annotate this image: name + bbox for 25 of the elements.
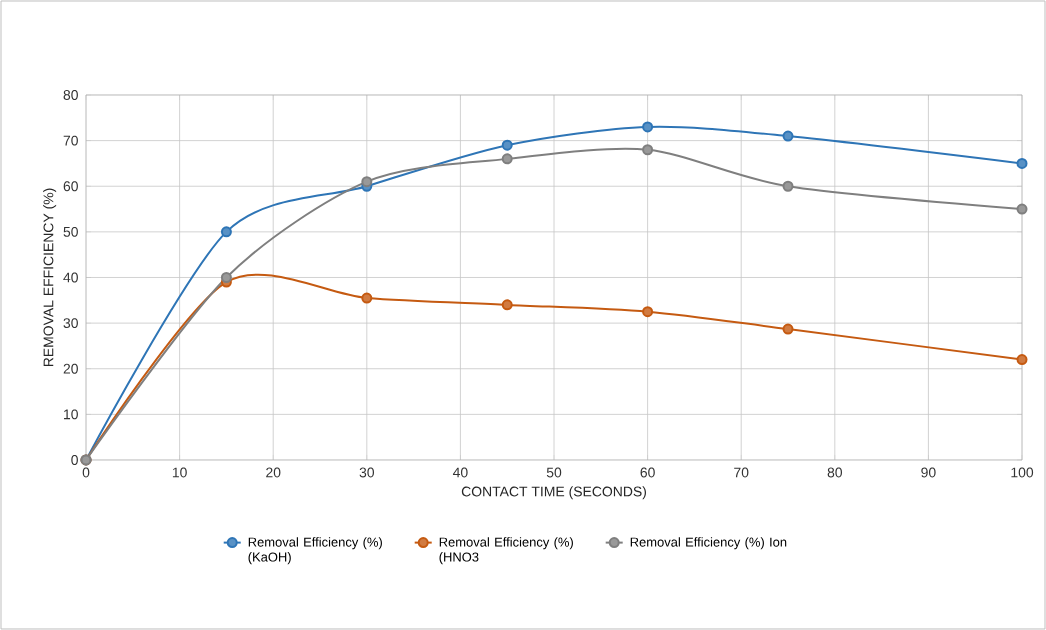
y-axis-title: REMOVAL EFFICIENCY (%) [43, 188, 57, 367]
x-tick-label: 50 [546, 467, 562, 478]
y-tick-label: 0 [71, 455, 78, 465]
x-tick-label: 10 [172, 467, 187, 478]
y-tick-label: 10 [64, 409, 78, 420]
x-tick-label: 100 [1011, 467, 1034, 478]
x-tick-label: 20 [266, 467, 281, 478]
y-tick-label: 70 [63, 135, 78, 146]
legend-label: Removal Efficiency (%) Ion [630, 537, 787, 550]
y-tick-label: 20 [63, 363, 78, 374]
x-axis-title: CONTACT TIME (SECONDS) [461, 486, 646, 500]
x-tick-label: 60 [640, 467, 655, 478]
legend-label: Removal Efficiency (%) (HNO3 [439, 537, 573, 565]
y-tick-label: 30 [63, 318, 78, 329]
x-tick-label: 30 [359, 467, 375, 478]
x-tick-label: 90 [921, 467, 936, 478]
legend-label: Removal Efficiency (%) (KaOH) [248, 537, 382, 565]
x-tick-label: 40 [452, 467, 468, 478]
y-tick-label: 60 [63, 181, 78, 192]
y-tick-label: 50 [63, 226, 78, 237]
y-tick-label: 40 [63, 272, 78, 283]
y-tick-label: 80 [63, 90, 78, 100]
x-tick-label: 80 [827, 467, 843, 478]
x-tick-label: 70 [734, 467, 749, 478]
x-tick-label: 0 [82, 467, 90, 478]
